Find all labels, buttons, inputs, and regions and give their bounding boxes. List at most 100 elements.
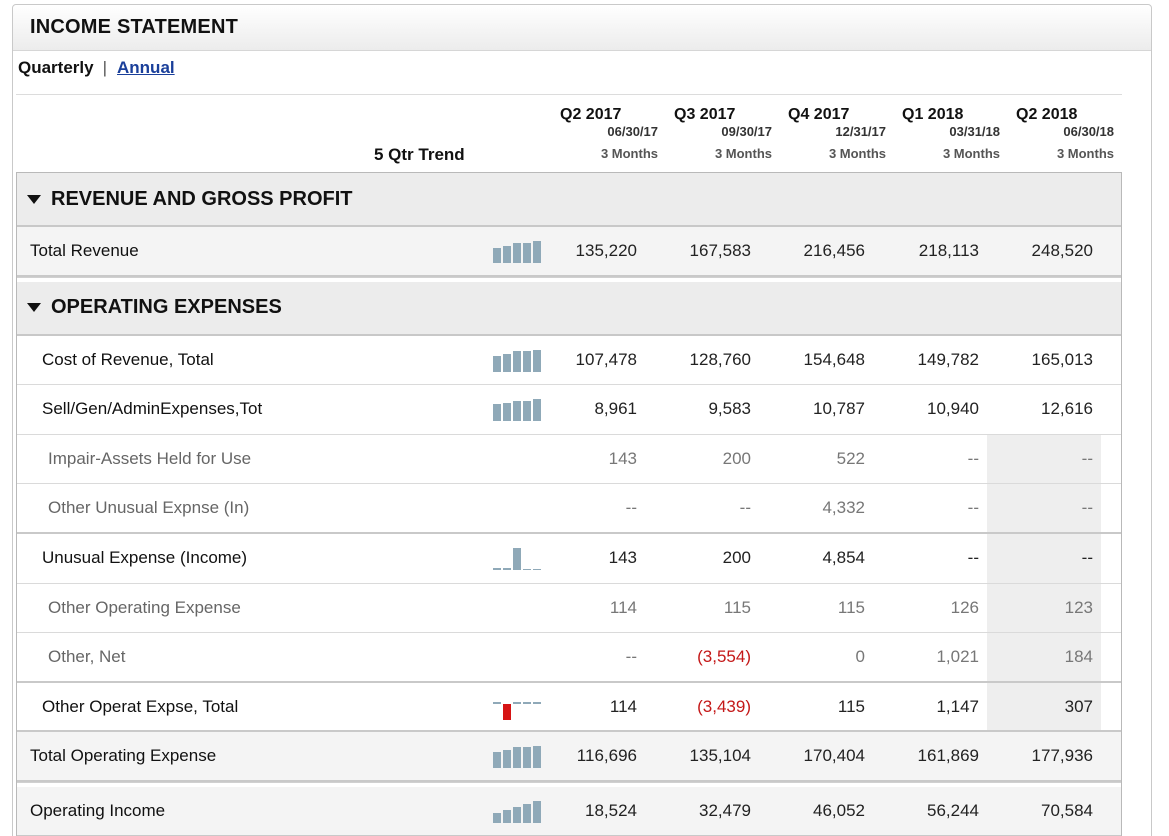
- trend-bar: [503, 353, 511, 372]
- cell-value: 248,520: [1031, 240, 1093, 260]
- cell-value: 135,220: [575, 240, 637, 260]
- trend-sparkbar[interactable]: [493, 394, 545, 424]
- column-quarter: Q2 2018: [1016, 106, 1078, 123]
- cell-value: 4,332: [822, 498, 865, 518]
- cell-value: 154,648: [803, 349, 865, 369]
- panel-header: INCOME STATEMENT: [13, 5, 1151, 51]
- section-gap: [17, 781, 1121, 787]
- row-label: Other Operat Expse, Total: [42, 696, 239, 716]
- trend-bar: [513, 401, 521, 422]
- section-label: OPERATING EXPENSES: [51, 296, 282, 319]
- cell-value: 56,244: [927, 800, 979, 820]
- trend-bar: [513, 548, 521, 571]
- cell-value: 218,113: [918, 240, 979, 260]
- cell-value: 135,104: [689, 746, 751, 766]
- collapse-triangle-icon[interactable]: [27, 194, 41, 204]
- trend-bar: [533, 349, 541, 372]
- trend-bar: [533, 800, 541, 823]
- trend-bar: [503, 809, 511, 823]
- cell-value: 126: [950, 597, 979, 617]
- row-label: Total Operating Expense: [30, 746, 217, 766]
- trend-sparkbar[interactable]: [493, 796, 545, 826]
- trend-sparkbar[interactable]: [493, 741, 545, 771]
- column-months: 3 Months: [1056, 146, 1114, 161]
- trend-bar: [533, 240, 541, 263]
- cell-value: 115: [723, 597, 751, 617]
- row-other-operat-total: Other Operat Expse, Total 114 (3,439) 115 1,…: [17, 682, 1121, 733]
- trend-bar: [523, 747, 531, 769]
- column-date: 06/30/18: [1063, 124, 1114, 139]
- column-months: 3 Months: [714, 146, 772, 161]
- column-date: 12/31/17: [835, 124, 886, 139]
- trend-bar: [493, 752, 501, 769]
- column-quarter: Q2 2017: [560, 106, 622, 123]
- trend-bar: [493, 812, 501, 823]
- row-label: Operating Income: [30, 800, 166, 820]
- row-unusual-expense: Unusual Expense (Income) 143 200 4,854 -- --: [17, 533, 1121, 584]
- trend-sparkbar[interactable]: [493, 692, 545, 722]
- section-revenue[interactable]: REVENUE AND GROSS PROFIT: [17, 173, 1121, 227]
- column-date: 09/30/17: [721, 124, 772, 139]
- cell-value: 149,782: [917, 349, 979, 369]
- trend-bar: [523, 350, 531, 372]
- cell-value: --: [987, 533, 1101, 583]
- trend-bar: [513, 350, 521, 372]
- column-quarter: Q4 2017: [788, 106, 850, 123]
- cell-value: 184: [987, 633, 1101, 681]
- quarterly-option: Quarterly: [18, 58, 94, 77]
- annual-link[interactable]: Annual: [117, 58, 175, 77]
- cell-value: 32,479: [699, 800, 751, 820]
- row-label: Sell/Gen/AdminExpenses,Tot: [42, 399, 263, 419]
- cell-value: 116,696: [576, 746, 637, 766]
- income-statement-table: REVENUE AND GROSS PROFIT Total Revenue 13…: [16, 172, 1122, 836]
- column-months: 3 Months: [600, 146, 658, 161]
- trend-sparkbar[interactable]: [493, 345, 545, 375]
- trend-bar: [513, 806, 521, 823]
- column-date: 06/30/17: [607, 124, 658, 139]
- row-sga: Sell/Gen/AdminExpenses,Tot 8,961 9,583 10,7…: [17, 385, 1121, 435]
- trend-bar: [523, 242, 531, 263]
- toggle-separator: |: [102, 58, 108, 77]
- row-label: Impair-Assets Held for Use: [48, 449, 252, 469]
- trend-bar: [513, 747, 521, 769]
- cell-value: 10,940: [927, 399, 979, 419]
- column-quarter: Q3 2017: [674, 106, 736, 123]
- section-operating-expenses[interactable]: OPERATING EXPENSES: [17, 281, 1121, 336]
- trend-sparkbar[interactable]: [493, 543, 545, 573]
- trend-bar: [503, 245, 511, 263]
- row-label: Total Revenue: [30, 240, 139, 260]
- column-months: 3 Months: [828, 146, 886, 161]
- column-header-4: Q1 2018 03/31/18 3 Months: [886, 106, 1000, 161]
- row-operating-income: Operating Income 18,524 32,479 46,052 56,244…: [17, 786, 1121, 836]
- trend-bar: [503, 568, 511, 571]
- collapse-triangle-icon[interactable]: [27, 303, 41, 313]
- column-quarter: Q1 2018: [902, 106, 964, 123]
- section-label: REVENUE AND GROSS PROFIT: [51, 187, 353, 210]
- trend-bar: [533, 746, 541, 769]
- trend-sparkbar[interactable]: [493, 236, 545, 266]
- row-label: Cost of Revenue, Total: [42, 349, 214, 369]
- trend-bar: [523, 701, 531, 704]
- cell-value: 1,147: [936, 696, 979, 716]
- row-total-operating-expense: Total Operating Expense 116,696 135,104 170…: [17, 732, 1121, 782]
- trend-bar: [493, 701, 501, 704]
- row-other-unusual: Other Unusual Expnse (In) -- -- 4,332 -- --: [17, 484, 1121, 534]
- cell-value: 128,760: [689, 349, 751, 369]
- trend-bar: [503, 750, 511, 769]
- cell-value: (3,439): [697, 696, 751, 716]
- cell-value: --: [625, 498, 637, 518]
- cell-value: 143: [608, 548, 637, 568]
- trend-bar: [533, 569, 541, 571]
- row-label: Other Operating Expense: [48, 597, 241, 617]
- cell-value: 114: [609, 597, 637, 617]
- row-label: Other Unusual Expnse (In): [48, 498, 250, 518]
- cell-value: --: [987, 434, 1101, 484]
- cell-value: 107,478: [575, 349, 637, 369]
- section-gap: [17, 276, 1121, 282]
- row-other-net: Other, Net -- (3,554) 0 1,021 184: [17, 633, 1121, 683]
- cell-value: 46,052: [813, 800, 865, 820]
- column-header-3: Q4 2017 12/31/17 3 Months: [772, 106, 886, 161]
- trend-bar: [493, 568, 501, 571]
- cell-value: 165,013: [1031, 349, 1093, 369]
- trend-bar: [493, 247, 501, 263]
